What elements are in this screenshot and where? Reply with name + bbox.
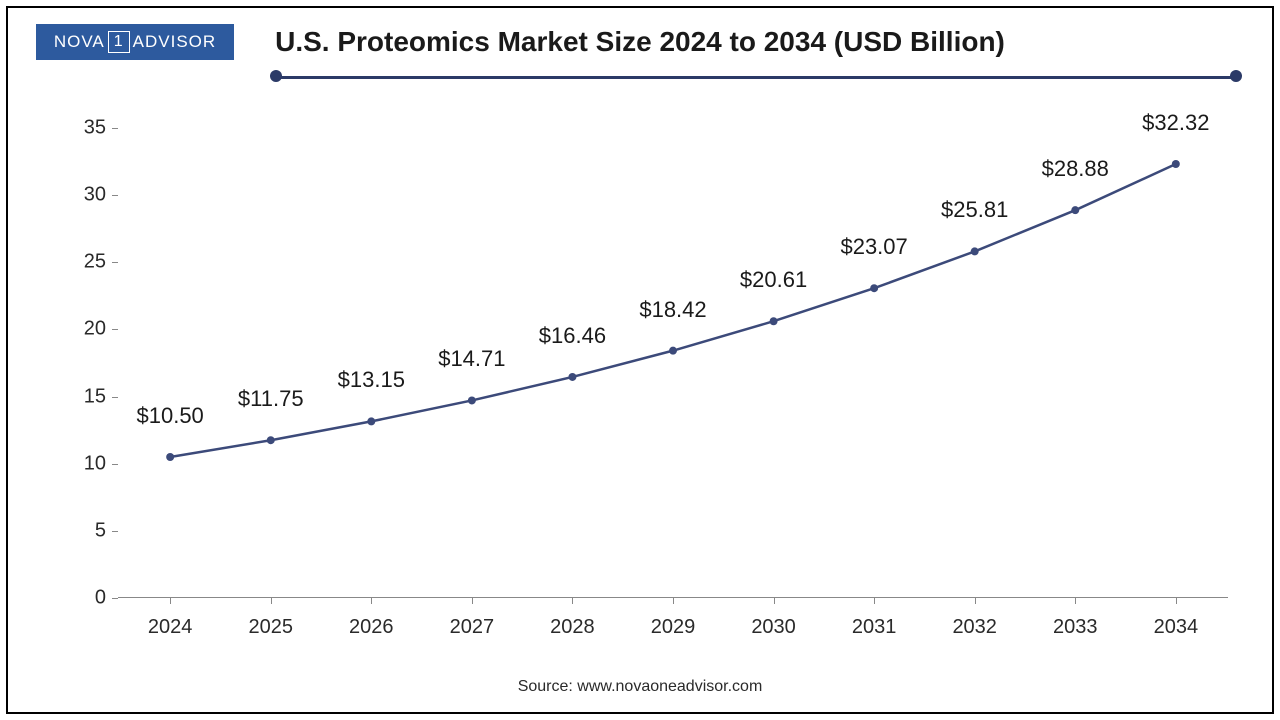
y-tick-label: 25 (66, 251, 106, 274)
data-marker (166, 453, 174, 461)
data-marker (870, 284, 878, 292)
data-label: $23.07 (840, 234, 907, 260)
x-tick-label: 2025 (248, 616, 293, 639)
y-tick-mark (112, 397, 118, 398)
x-tick-label: 2032 (952, 616, 997, 639)
y-tick-mark (112, 262, 118, 263)
data-marker (971, 247, 979, 255)
data-label: $20.61 (740, 267, 807, 293)
x-tick-mark (874, 598, 875, 604)
x-tick-mark (271, 598, 272, 604)
y-tick-label: 5 (66, 519, 106, 542)
y-tick-label: 35 (66, 117, 106, 140)
chart-plot-area: 0510152025303520242025202620272028202920… (118, 128, 1228, 598)
x-tick-mark (1075, 598, 1076, 604)
data-marker (367, 417, 375, 425)
y-tick-mark (112, 598, 118, 599)
data-marker (669, 347, 677, 355)
x-tick-mark (371, 598, 372, 604)
y-tick-mark (112, 128, 118, 129)
data-label: $32.32 (1142, 110, 1209, 136)
x-tick-mark (774, 598, 775, 604)
x-tick-label: 2028 (550, 616, 595, 639)
data-label: $10.50 (137, 403, 204, 429)
x-tick-mark (673, 598, 674, 604)
y-tick-mark (112, 464, 118, 465)
title-underline (276, 76, 1236, 79)
x-tick-label: 2029 (651, 616, 696, 639)
y-tick-label: 15 (66, 385, 106, 408)
chart-title: U.S. Proteomics Market Size 2024 to 2034… (0, 26, 1280, 58)
y-tick-label: 30 (66, 184, 106, 207)
x-tick-label: 2034 (1154, 616, 1199, 639)
data-marker (568, 373, 576, 381)
x-tick-mark (975, 598, 976, 604)
data-marker (1172, 160, 1180, 168)
data-label: $13.15 (338, 367, 405, 393)
data-marker (1071, 206, 1079, 214)
data-marker (468, 396, 476, 404)
data-label: $11.75 (238, 386, 304, 412)
data-label: $16.46 (539, 323, 606, 349)
data-label: $14.71 (438, 346, 505, 372)
x-tick-mark (170, 598, 171, 604)
line-series (118, 128, 1228, 598)
data-label: $28.88 (1042, 156, 1109, 182)
x-tick-label: 2027 (450, 616, 495, 639)
y-tick-label: 0 (66, 587, 106, 610)
y-tick-mark (112, 195, 118, 196)
y-tick-label: 20 (66, 318, 106, 341)
x-tick-mark (572, 598, 573, 604)
y-tick-mark (112, 531, 118, 532)
x-tick-label: 2033 (1053, 616, 1098, 639)
source-attribution: Source: www.novaoneadvisor.com (0, 678, 1280, 696)
y-tick-label: 10 (66, 452, 106, 475)
data-marker (770, 317, 778, 325)
title-underline-dot-left (270, 70, 282, 82)
x-tick-label: 2026 (349, 616, 394, 639)
x-tick-label: 2031 (852, 616, 897, 639)
data-marker (267, 436, 275, 444)
x-tick-label: 2024 (148, 616, 193, 639)
data-label: $18.42 (639, 297, 706, 323)
y-tick-mark (112, 329, 118, 330)
title-underline-dot-right (1230, 70, 1242, 82)
data-label: $25.81 (941, 197, 1008, 223)
x-tick-mark (472, 598, 473, 604)
x-tick-mark (1176, 598, 1177, 604)
x-tick-label: 2030 (751, 616, 796, 639)
